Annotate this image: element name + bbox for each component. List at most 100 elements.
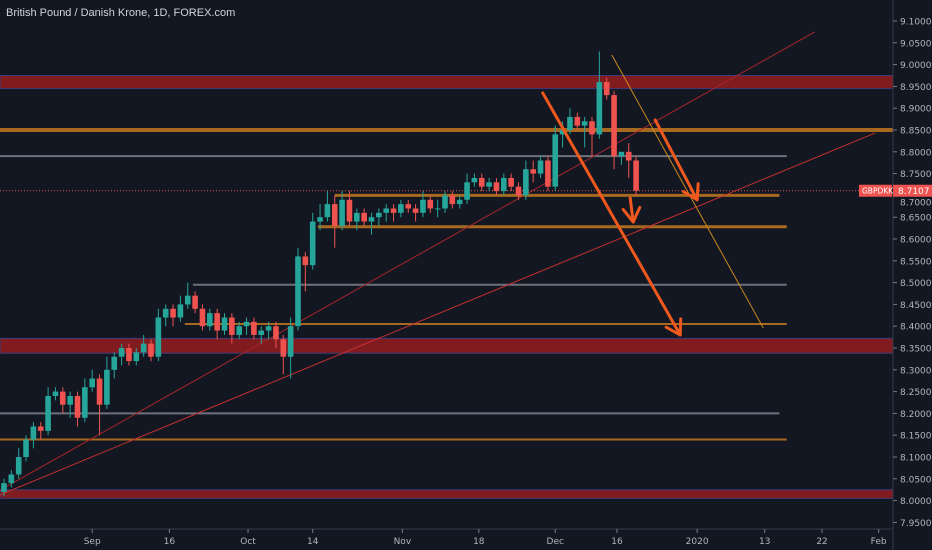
candle-body [170, 308, 176, 318]
candle [523, 160, 529, 200]
x-tick-label: Sep [84, 537, 101, 547]
candle [339, 191, 345, 231]
candle-body [523, 169, 529, 196]
candle-body [354, 212, 360, 222]
candle [126, 343, 132, 366]
y-tick-label: 9.1000 [900, 18, 932, 28]
candle-body [368, 217, 375, 222]
candle [398, 199, 404, 218]
trendline-yellow [611, 54, 764, 329]
candle-body [464, 182, 470, 200]
candle-body [574, 116, 581, 126]
y-tick-label: 8.9000 [900, 105, 932, 115]
candle [346, 191, 353, 226]
y-tick-label: 8.8000 [900, 148, 932, 158]
candle [420, 191, 426, 218]
candle-body [45, 395, 51, 431]
y-tick-label: 8.5000 [900, 279, 932, 289]
candle-body [52, 391, 59, 396]
candle [287, 317, 294, 379]
candle-body [611, 95, 617, 157]
y-tick-label: 9.0000 [900, 61, 932, 71]
candle-body [273, 326, 279, 340]
x-tick-label: Oct [240, 537, 256, 547]
y-tick-label: 8.1000 [900, 454, 932, 464]
candle [456, 195, 463, 209]
candle-body [501, 177, 507, 192]
candle-body [405, 204, 412, 209]
candle [376, 208, 382, 226]
candle-body [471, 177, 478, 183]
candle [302, 252, 309, 292]
candle-body [383, 208, 389, 213]
y-tick-label: 8.6500 [900, 214, 932, 224]
candle [434, 199, 441, 218]
candle [52, 387, 59, 401]
candle [214, 308, 220, 340]
arrow-head [681, 190, 699, 202]
x-tick-label: Nov [394, 537, 412, 547]
arrow-head [621, 207, 635, 224]
candle [464, 173, 470, 205]
candle-body [118, 348, 125, 357]
candle [170, 304, 176, 327]
candle-body [596, 82, 603, 135]
candle-body [434, 208, 441, 210]
y-tick-label: 8.2500 [900, 388, 932, 398]
candle [111, 352, 118, 379]
candle-body [486, 182, 492, 187]
candle-body [545, 160, 551, 187]
candle [243, 317, 250, 335]
candle [611, 90, 617, 170]
candle [618, 151, 625, 165]
x-tick-label: 14 [307, 537, 319, 547]
candle [199, 304, 206, 331]
y-tick-label: 8.0500 [900, 475, 932, 485]
candle [133, 348, 140, 366]
candle [471, 173, 478, 187]
last-price-badge [893, 184, 932, 197]
candle-body [221, 317, 228, 331]
candle [45, 387, 51, 436]
candle-body [633, 160, 639, 191]
y-tick-label: 8.0000 [900, 497, 932, 507]
support-zone-bottom [0, 489, 893, 499]
candle-body [8, 474, 15, 484]
y-tick-label: 8.3000 [900, 366, 932, 376]
candle-body [258, 330, 265, 335]
candle [537, 156, 544, 178]
candle-body [567, 116, 573, 130]
candle-body [60, 391, 66, 405]
candle-body [420, 199, 426, 213]
candle-body [427, 199, 434, 209]
arrow-head [695, 182, 700, 202]
candle-body [30, 426, 37, 440]
candle [493, 177, 500, 196]
x-tick-label: 16 [611, 537, 623, 547]
candle-body [493, 182, 500, 192]
resistance-zone-top [0, 75, 893, 90]
y-tick-label: 7.9500 [900, 519, 932, 529]
candle-body [456, 199, 463, 205]
candle [390, 204, 397, 222]
symbol-badge [859, 184, 892, 197]
candle [15, 448, 22, 479]
candle [449, 191, 456, 209]
candle-body [559, 130, 566, 135]
candle-body [1, 483, 7, 492]
y-tick-label: 8.4000 [900, 323, 932, 333]
candle-body [625, 151, 632, 161]
candle-body [37, 426, 44, 431]
candle [23, 435, 29, 462]
candle-body [199, 308, 206, 327]
candle-body [82, 387, 88, 418]
chart-title: British Pound / Danish Krone, 1D, FOREX.… [6, 7, 236, 19]
candle-body [287, 326, 294, 357]
candle-body [618, 151, 625, 157]
y-tick-label: 8.7000 [900, 199, 932, 209]
candle-body [111, 356, 118, 370]
candle [155, 308, 162, 362]
candle-body [229, 317, 235, 335]
